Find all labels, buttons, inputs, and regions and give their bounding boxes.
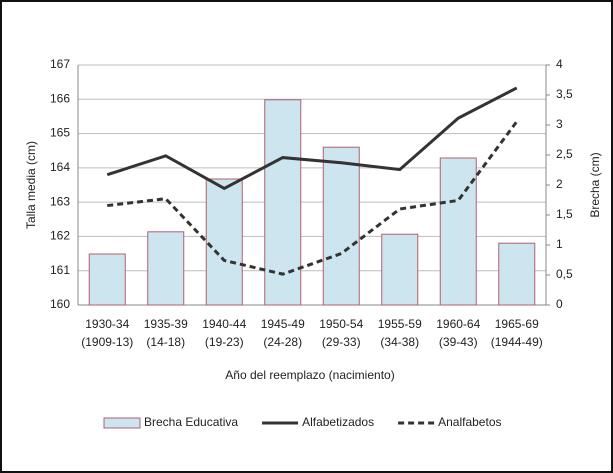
bar — [322, 146, 360, 306]
bar — [88, 253, 126, 306]
x-tick-label: 1965-69 — [495, 317, 539, 331]
y-tick-label: 160 — [50, 297, 70, 311]
y2-tick-label: 3 — [556, 117, 563, 131]
y-tick-label: 161 — [50, 263, 70, 277]
legend-label: Analfabetos — [438, 415, 501, 429]
y2-tick-label: 1,5 — [556, 207, 573, 221]
line — [106, 86, 518, 191]
y-tick-label: 166 — [50, 91, 70, 105]
x-tick-label: (29-33) — [322, 335, 361, 349]
x-tick-label: (19-23) — [205, 335, 244, 349]
y-tick-label: 162 — [50, 229, 70, 243]
y2-tick-label: 0 — [556, 297, 563, 311]
x-tick-label: (24-28) — [263, 335, 302, 349]
y2-tick-label: 2,5 — [556, 147, 573, 161]
y2-axis-title: Brecha (cm) — [588, 152, 602, 217]
bar — [205, 178, 243, 306]
x-tick-label: 1960-64 — [436, 317, 480, 331]
y-axis-title: Talla media (cm) — [24, 141, 38, 229]
x-tick-label: 1940-44 — [202, 317, 246, 331]
x-tick-label: 1950-54 — [319, 317, 363, 331]
y-tick-label: 163 — [50, 194, 70, 208]
bar — [381, 233, 419, 306]
bar — [498, 242, 536, 306]
y2-tick-label: 1 — [556, 237, 563, 251]
y2-tick-label: 3,5 — [556, 87, 573, 101]
x-axis-title: Año del reemplazo (nacimiento) — [225, 368, 394, 382]
x-tick-label: 1930-34 — [85, 317, 129, 331]
x-tick-label: 1955-59 — [378, 317, 422, 331]
line — [107, 120, 518, 276]
legend-label: Brecha Educativa — [144, 415, 238, 429]
y-tick-label: 164 — [50, 160, 70, 174]
y2-tick-label: 0,5 — [556, 267, 573, 281]
x-tick-label: (1944-49) — [491, 335, 543, 349]
x-tick-label: (14-18) — [146, 335, 185, 349]
y2-tick-label: 4 — [556, 57, 563, 71]
x-tick-label: 1945-49 — [261, 317, 305, 331]
y2-tick-label: 2 — [556, 177, 563, 191]
legend-label: Alfabetizados — [302, 415, 374, 429]
y-tick-label: 167 — [50, 57, 70, 71]
bar — [147, 231, 185, 306]
x-tick-label: (34-38) — [380, 335, 419, 349]
x-tick-label: (39-43) — [439, 335, 478, 349]
x-tick-label: 1935-39 — [144, 317, 188, 331]
x-tick-label: (1909-13) — [81, 335, 133, 349]
bar — [439, 157, 477, 306]
legend-swatch — [103, 417, 141, 429]
y-tick-label: 165 — [50, 126, 70, 140]
